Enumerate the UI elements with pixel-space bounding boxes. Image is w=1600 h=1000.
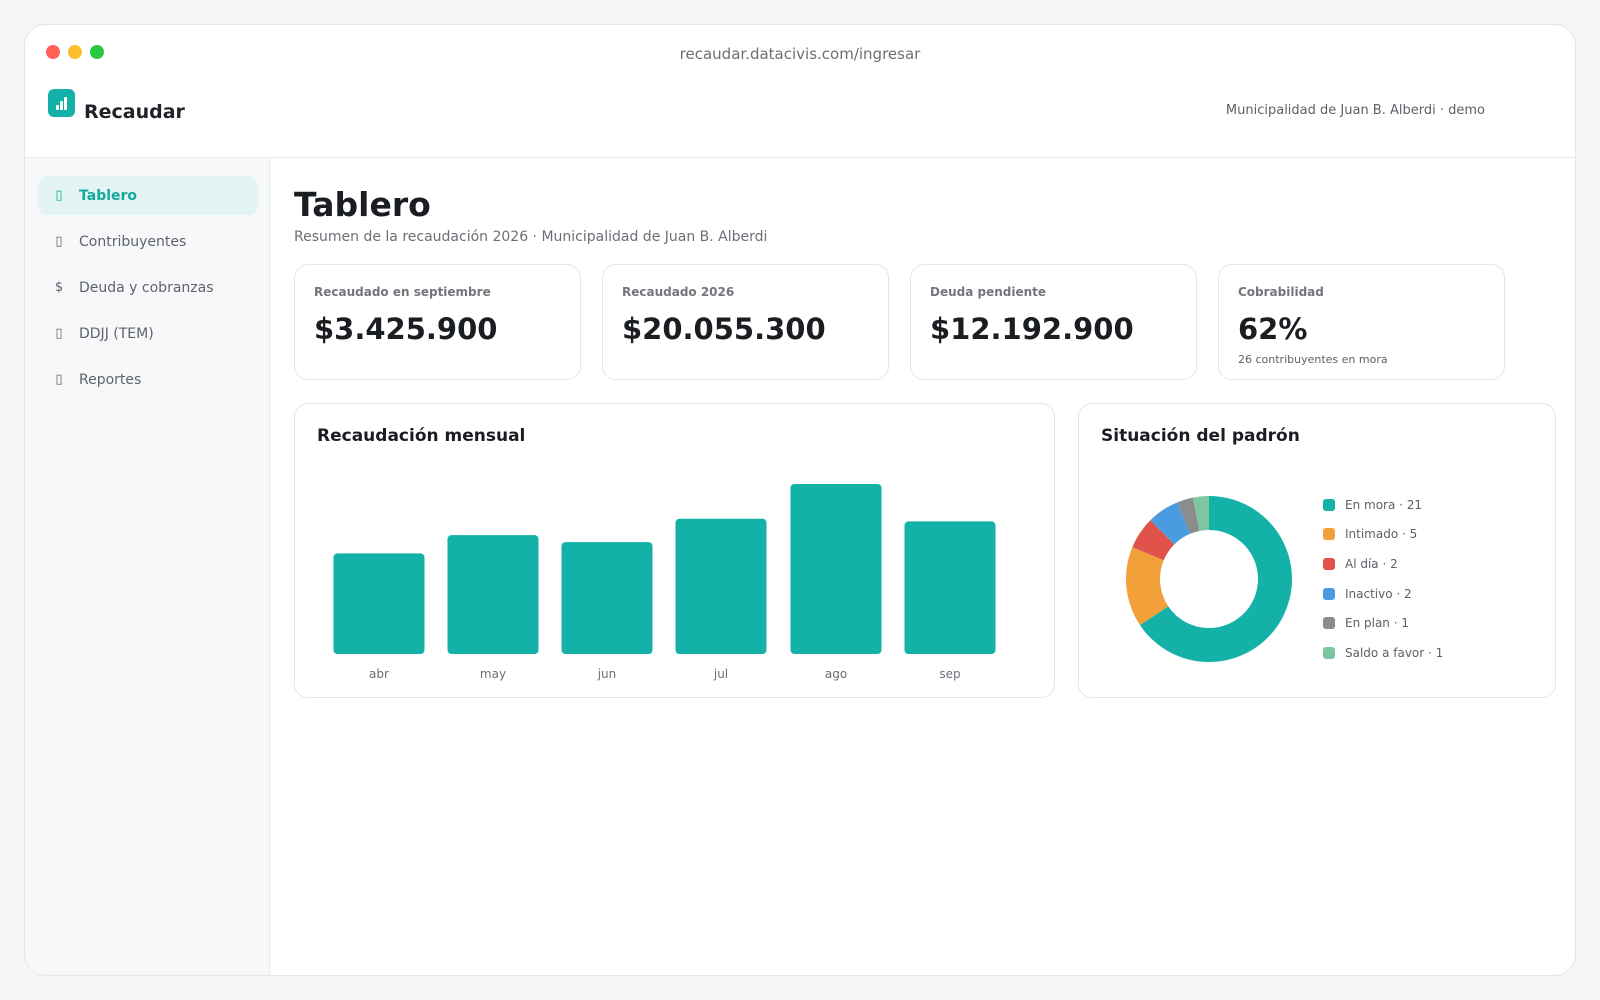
sidebar-item-reportes[interactable]: ▯ Reportes (38, 360, 258, 399)
bar-jun[interactable] (561, 542, 653, 654)
bar-may[interactable] (447, 535, 539, 654)
monthly-revenue-card: Recaudación mensual abr may jun jul ago sep (294, 403, 1055, 698)
legend-label: En mora · 21 (1345, 497, 1423, 512)
window-controls (46, 45, 104, 59)
x-tick-label: abr (369, 667, 389, 681)
close-window-button[interactable] (46, 45, 60, 59)
legend-label: Inactivo · 2 (1345, 586, 1412, 601)
sidebar-item-label: Deuda y cobranzas (79, 279, 214, 296)
legend-item: En plan · 1 (1323, 608, 1443, 638)
chart-title: Recaudación mensual (317, 426, 526, 446)
sidebar-item-label: Tablero (79, 187, 138, 204)
legend-item: Inactivo · 2 (1323, 579, 1443, 609)
minimize-window-button[interactable] (68, 45, 82, 59)
donut-slice[interactable] (1150, 502, 1191, 545)
bar-abr[interactable] (333, 553, 425, 654)
app-header: Recaudar Municipalidad de Juan B. Alberd… (25, 81, 1575, 158)
account-label[interactable]: Municipalidad de Juan B. Alberdi · demo (1225, 103, 1485, 118)
kpi-card-recaudado-mes: Recaudado en septiembre $3.425.900 (294, 264, 581, 380)
app-logo-icon (48, 89, 75, 117)
users-icon: ▯ (55, 234, 63, 249)
document-icon: ▯ (55, 326, 63, 341)
legend-label: Al día · 2 (1345, 556, 1398, 571)
dollar-icon: $ (54, 280, 64, 295)
address-bar[interactable]: recaudar.datacivis.com/ingresar (679, 45, 921, 63)
x-tick-label: jul (713, 667, 728, 681)
kpi-value: 62% (1238, 312, 1308, 346)
sidebar-item-label: DDJJ (TEM) (79, 325, 154, 342)
sidebar-item-label: Reportes (79, 371, 142, 388)
legend-item: En mora · 21 (1323, 490, 1443, 520)
legend-swatch (1323, 557, 1335, 570)
padron-donut-chart (1126, 496, 1292, 662)
sidebar-item-label: Contribuyentes (79, 233, 187, 250)
chart-title: Situación del padrón (1101, 426, 1300, 446)
sidebar-item-tablero[interactable]: ▯ Tablero (38, 176, 258, 215)
donut-slice[interactable] (1139, 496, 1292, 662)
kpi-card-cobrabilidad: Cobrabilidad 62% 26 contribuyentes en mo… (1218, 264, 1505, 380)
sidebar: ▯ Tablero ▯ Contribuyentes $ Deuda y cob… (25, 158, 270, 975)
x-tick-label: may (480, 667, 506, 681)
padron-status-card: Situación del padrón En mora · 21 Intimad… (1078, 403, 1556, 698)
title-bar: recaudar.datacivis.com/ingresar (25, 25, 1575, 81)
legend-item: Al día · 2 (1323, 549, 1443, 579)
legend-swatch (1323, 587, 1335, 600)
monthly-revenue-chart: abr may jun jul ago sep (333, 484, 996, 681)
legend-swatch (1323, 646, 1335, 659)
sidebar-item-deuda[interactable]: $ Deuda y cobranzas (38, 268, 258, 307)
donut-slice[interactable] (1132, 520, 1175, 561)
app-name: Recaudar (84, 101, 185, 123)
main-content: Tablero Resumen de la recaudación 2026 ·… (271, 158, 1575, 975)
chart-legend: En mora · 21 Intimado · 5 Al día · 2 Inacti… (1323, 490, 1443, 668)
legend-swatch (1323, 528, 1335, 541)
legend-item: Saldo a favor · 1 (1323, 638, 1443, 668)
legend-swatch (1323, 498, 1335, 511)
report-icon: ▯ (55, 372, 63, 387)
bar-sep[interactable] (904, 521, 996, 654)
x-tick-label: ago (825, 667, 847, 681)
legend-label: Saldo a favor · 1 (1345, 645, 1444, 660)
donut-slice[interactable] (1177, 497, 1200, 534)
donut-slice[interactable] (1126, 547, 1169, 626)
kpi-card-recaudado-anual: Recaudado 2026 $20.055.300 (602, 264, 889, 380)
kpi-card-deuda: Deuda pendiente $12.192.900 (910, 264, 1197, 380)
kpi-label: Deuda pendiente (930, 285, 1047, 299)
page-subtitle: Resumen de la recaudación 2026 · Municip… (294, 229, 768, 245)
kpi-value: $3.425.900 (314, 312, 498, 346)
browser-window: recaudar.datacivis.com/ingresar Recaudar… (24, 24, 1576, 976)
x-tick-label: sep (939, 667, 960, 681)
legend-label: Intimado · 5 (1345, 527, 1418, 542)
maximize-window-button[interactable] (90, 45, 104, 59)
bar-jul[interactable] (675, 518, 767, 654)
x-tick-label: jun (597, 667, 617, 681)
kpi-label: Cobrabilidad (1238, 285, 1324, 299)
kpi-label: Recaudado en septiembre (314, 285, 491, 299)
legend-label: En plan · 1 (1345, 616, 1409, 631)
legend-item: Intimado · 5 (1323, 520, 1443, 550)
page-title: Tablero (294, 185, 431, 224)
sidebar-item-contribuyentes[interactable]: ▯ Contribuyentes (38, 222, 258, 261)
dashboard-icon: ▯ (55, 188, 63, 203)
kpi-value: $20.055.300 (622, 312, 826, 346)
legend-swatch (1323, 617, 1335, 630)
donut-slice[interactable] (1192, 496, 1209, 531)
kpi-label: Recaudado 2026 (622, 285, 735, 299)
bar-ago[interactable] (790, 484, 882, 654)
kpi-value: $12.192.900 (930, 312, 1134, 346)
kpi-note: 26 contribuyentes en mora (1238, 353, 1388, 366)
sidebar-item-ddjj[interactable]: ▯ DDJJ (TEM) (38, 314, 258, 353)
